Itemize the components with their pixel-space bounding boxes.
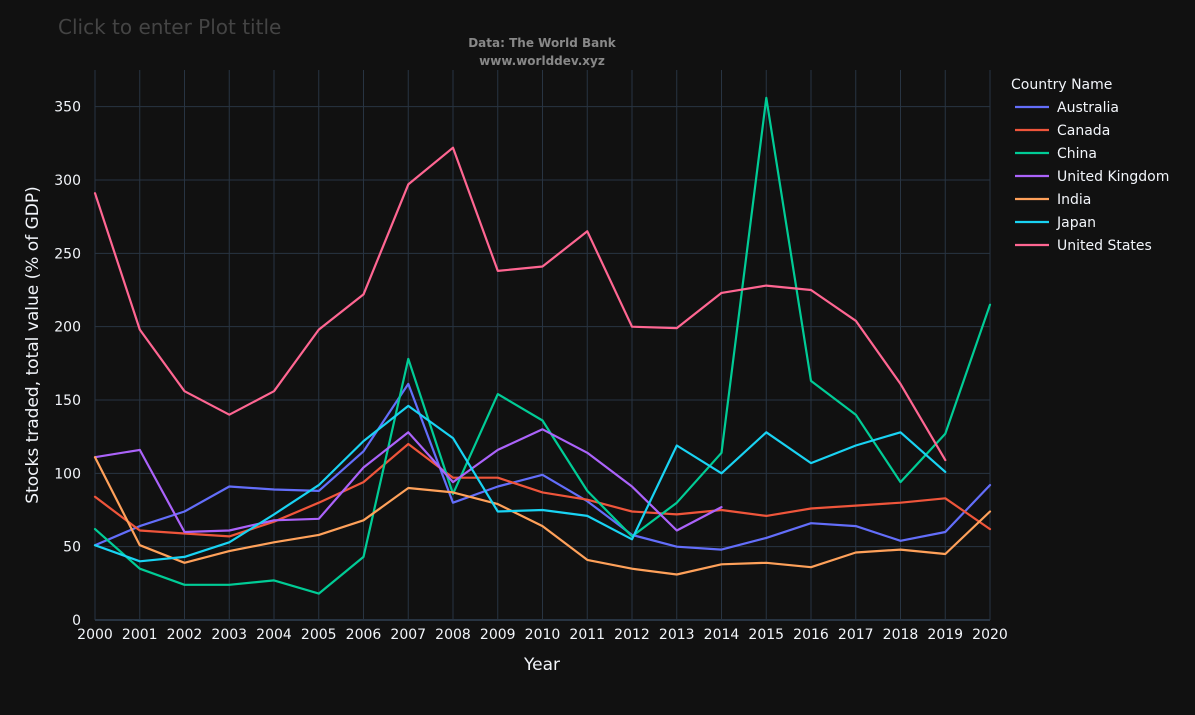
series-line-japan xyxy=(93,404,947,563)
y-tick-label: 250 xyxy=(54,246,81,262)
legend[interactable]: Country Name Australia Canada China United … xyxy=(1011,77,1169,254)
x-tick-label: 2002 xyxy=(167,627,203,643)
x-tick-label: 2004 xyxy=(256,627,292,643)
grid xyxy=(94,70,991,621)
axes: 2000 2001 2002 2003 2004 2005 2006 2007 2008 2009… xyxy=(54,100,1008,643)
x-tick-label: 2013 xyxy=(659,627,695,643)
x-tick-label: 2005 xyxy=(301,627,337,643)
legend-item-united-states[interactable]: United States xyxy=(1015,238,1152,254)
x-tick-label: 2009 xyxy=(480,627,516,643)
y-tick-label: 300 xyxy=(54,173,81,189)
series-lines xyxy=(93,96,992,595)
legend-item-china[interactable]: China xyxy=(1015,146,1097,162)
x-tick-label: 2020 xyxy=(972,627,1008,643)
source-line-2: www.worlddev.xyz xyxy=(479,54,605,68)
x-tick-label: 2012 xyxy=(614,627,650,643)
y-axis-title: Stocks traded, total value (% of GDP) xyxy=(23,186,43,503)
series-line-china xyxy=(93,96,992,595)
y-tick-label: 50 xyxy=(63,540,81,556)
x-tick-label: 2015 xyxy=(748,627,784,643)
x-tick-label: 2010 xyxy=(525,627,561,643)
series-line-united-kingdom xyxy=(93,428,723,534)
legend-label: Japan xyxy=(1056,215,1096,231)
x-tick-label: 2019 xyxy=(927,627,963,643)
series-line-india xyxy=(93,456,992,576)
legend-items[interactable]: Australia Canada China United Kingdom India J… xyxy=(1015,100,1169,254)
y-tick-label: 350 xyxy=(54,100,81,116)
x-axis-title: Year xyxy=(523,655,560,675)
x-tick-label: 2011 xyxy=(569,627,605,643)
x-tick-label: 2001 xyxy=(122,627,158,643)
series-line-canada xyxy=(93,442,992,538)
x-tick-label: 2003 xyxy=(211,627,247,643)
legend-item-india[interactable]: India xyxy=(1015,192,1091,208)
legend-label: United States xyxy=(1057,238,1152,254)
legend-title: Country Name xyxy=(1011,77,1112,93)
x-tick-label: 2014 xyxy=(704,627,740,643)
series-line-australia xyxy=(93,382,992,551)
x-tick-label: 2008 xyxy=(435,627,471,643)
y-tick-label: 100 xyxy=(54,466,81,482)
x-tick-label: 2006 xyxy=(346,627,382,643)
legend-item-australia[interactable]: Australia xyxy=(1015,100,1119,116)
legend-label: United Kingdom xyxy=(1057,169,1169,185)
series-line-united-states xyxy=(93,146,947,462)
legend-label: Australia xyxy=(1057,100,1119,116)
y-tick-label: 150 xyxy=(54,393,81,409)
x-tick-label: 2017 xyxy=(838,627,874,643)
x-tick-label: 2016 xyxy=(793,627,829,643)
legend-label: Canada xyxy=(1057,123,1110,139)
x-tick-label: 2000 xyxy=(77,627,113,643)
x-tick-label: 2007 xyxy=(390,627,426,643)
legend-item-united-kingdom[interactable]: United Kingdom xyxy=(1015,169,1169,185)
y-tick-label: 0 xyxy=(72,613,81,629)
x-tick-label: 2018 xyxy=(883,627,919,643)
source-line-1: Data: The World Bank xyxy=(468,36,617,50)
legend-label: China xyxy=(1057,146,1097,162)
y-tick-label: 200 xyxy=(54,320,81,336)
legend-item-canada[interactable]: Canada xyxy=(1015,123,1110,139)
legend-item-japan[interactable]: Japan xyxy=(1015,215,1096,231)
legend-label: India xyxy=(1057,192,1091,208)
plot-title-placeholder[interactable]: Click to enter Plot title xyxy=(58,15,281,39)
